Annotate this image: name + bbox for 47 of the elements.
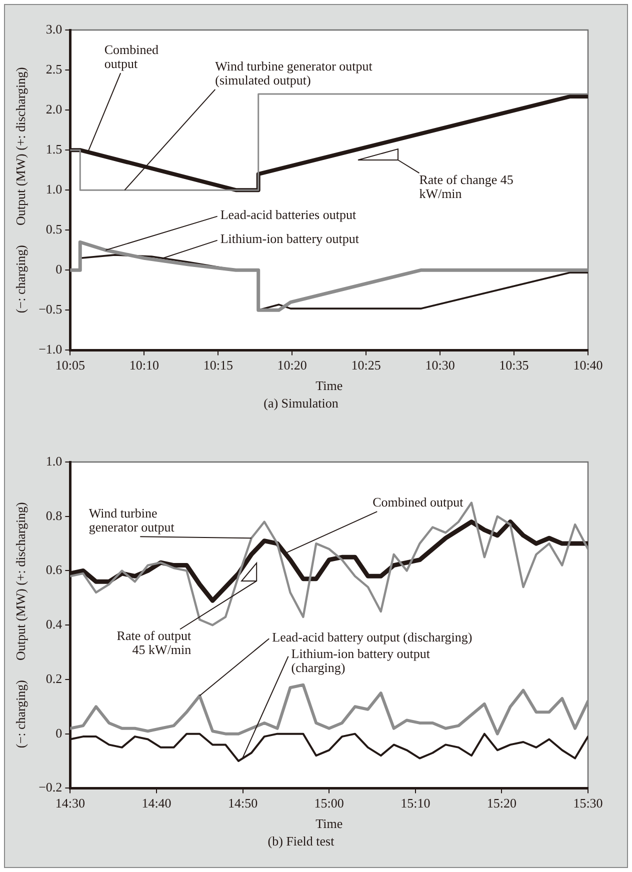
series-label: Wind turbine generator output (simulated output) <box>215 58 373 88</box>
text: (b) Field test <box>268 834 335 849</box>
y-tick-label: 2.5 <box>46 61 62 76</box>
x-tick-label: 15:20 <box>486 795 516 810</box>
text: (a) Simulation <box>264 396 339 411</box>
y-tick-label: 3.0 <box>46 21 62 36</box>
x-tick-label: 14:40 <box>142 795 172 810</box>
x-axis-title: Time <box>316 816 343 832</box>
annotation: Rate of output 45 kW/min <box>116 628 192 658</box>
x-tick-label: 10:25 <box>351 357 381 372</box>
text: Wind turbine generator output <box>88 506 175 535</box>
x-axis-title: Time <box>316 378 343 394</box>
x-tick-label: 14:30 <box>55 795 85 810</box>
x-tick-label: 15:30 <box>573 795 603 810</box>
y-tick-label: 1.5 <box>46 141 62 156</box>
text: Lead-acid batteries output <box>220 207 356 222</box>
y-axis-title: (−: charging) Output (MW) (+: discharging) <box>13 67 28 314</box>
y-tick-label: 0.4 <box>46 616 63 632</box>
x-tick-label: 15:10 <box>400 795 430 810</box>
x-tick-label: 10:15 <box>203 357 233 372</box>
text: Lithium-ion battery output (charging) <box>291 646 430 675</box>
text: Combined output <box>104 42 160 72</box>
y-tick-label: 0.2 <box>46 670 62 686</box>
y-tick-label: 2.0 <box>46 101 62 116</box>
y-tick-label: −0.2 <box>38 780 62 795</box>
x-tick-label: 10:30 <box>425 357 455 372</box>
x-tick-label: 10:35 <box>499 357 529 372</box>
y-tick-label: 0 <box>56 725 62 740</box>
x-tick-label: 10:10 <box>129 357 160 372</box>
y-axis-title: (−: charging) Output (MW) (+: discharging) <box>13 502 28 748</box>
x-tick-label: 10:20 <box>277 357 307 372</box>
y-tick-label: −1.0 <box>38 342 62 357</box>
x-tick-label: 10:05 <box>55 357 85 372</box>
x-tick-label: 10:40 <box>573 357 603 372</box>
y-tick-label: −0.5 <box>38 302 62 317</box>
series-label: Lithium-ion battery output <box>220 231 360 246</box>
series-label: Combined output <box>372 494 464 510</box>
y-tick-label: 0.6 <box>46 562 63 578</box>
y-tick-label: 1.0 <box>46 453 62 468</box>
y-tick-label: 0.5 <box>46 222 62 237</box>
y-tick-label: 1.0 <box>46 182 62 197</box>
y-tick-label: 0.8 <box>46 508 62 523</box>
x-tick-label: 15:00 <box>314 795 344 810</box>
text: Lead-acid battery output (discharging) <box>272 630 472 645</box>
x-tick-label: 14:50 <box>228 795 258 810</box>
y-tick-label: 0 <box>56 262 62 277</box>
annotation: Rate of change 45 kW/min <box>419 172 514 202</box>
